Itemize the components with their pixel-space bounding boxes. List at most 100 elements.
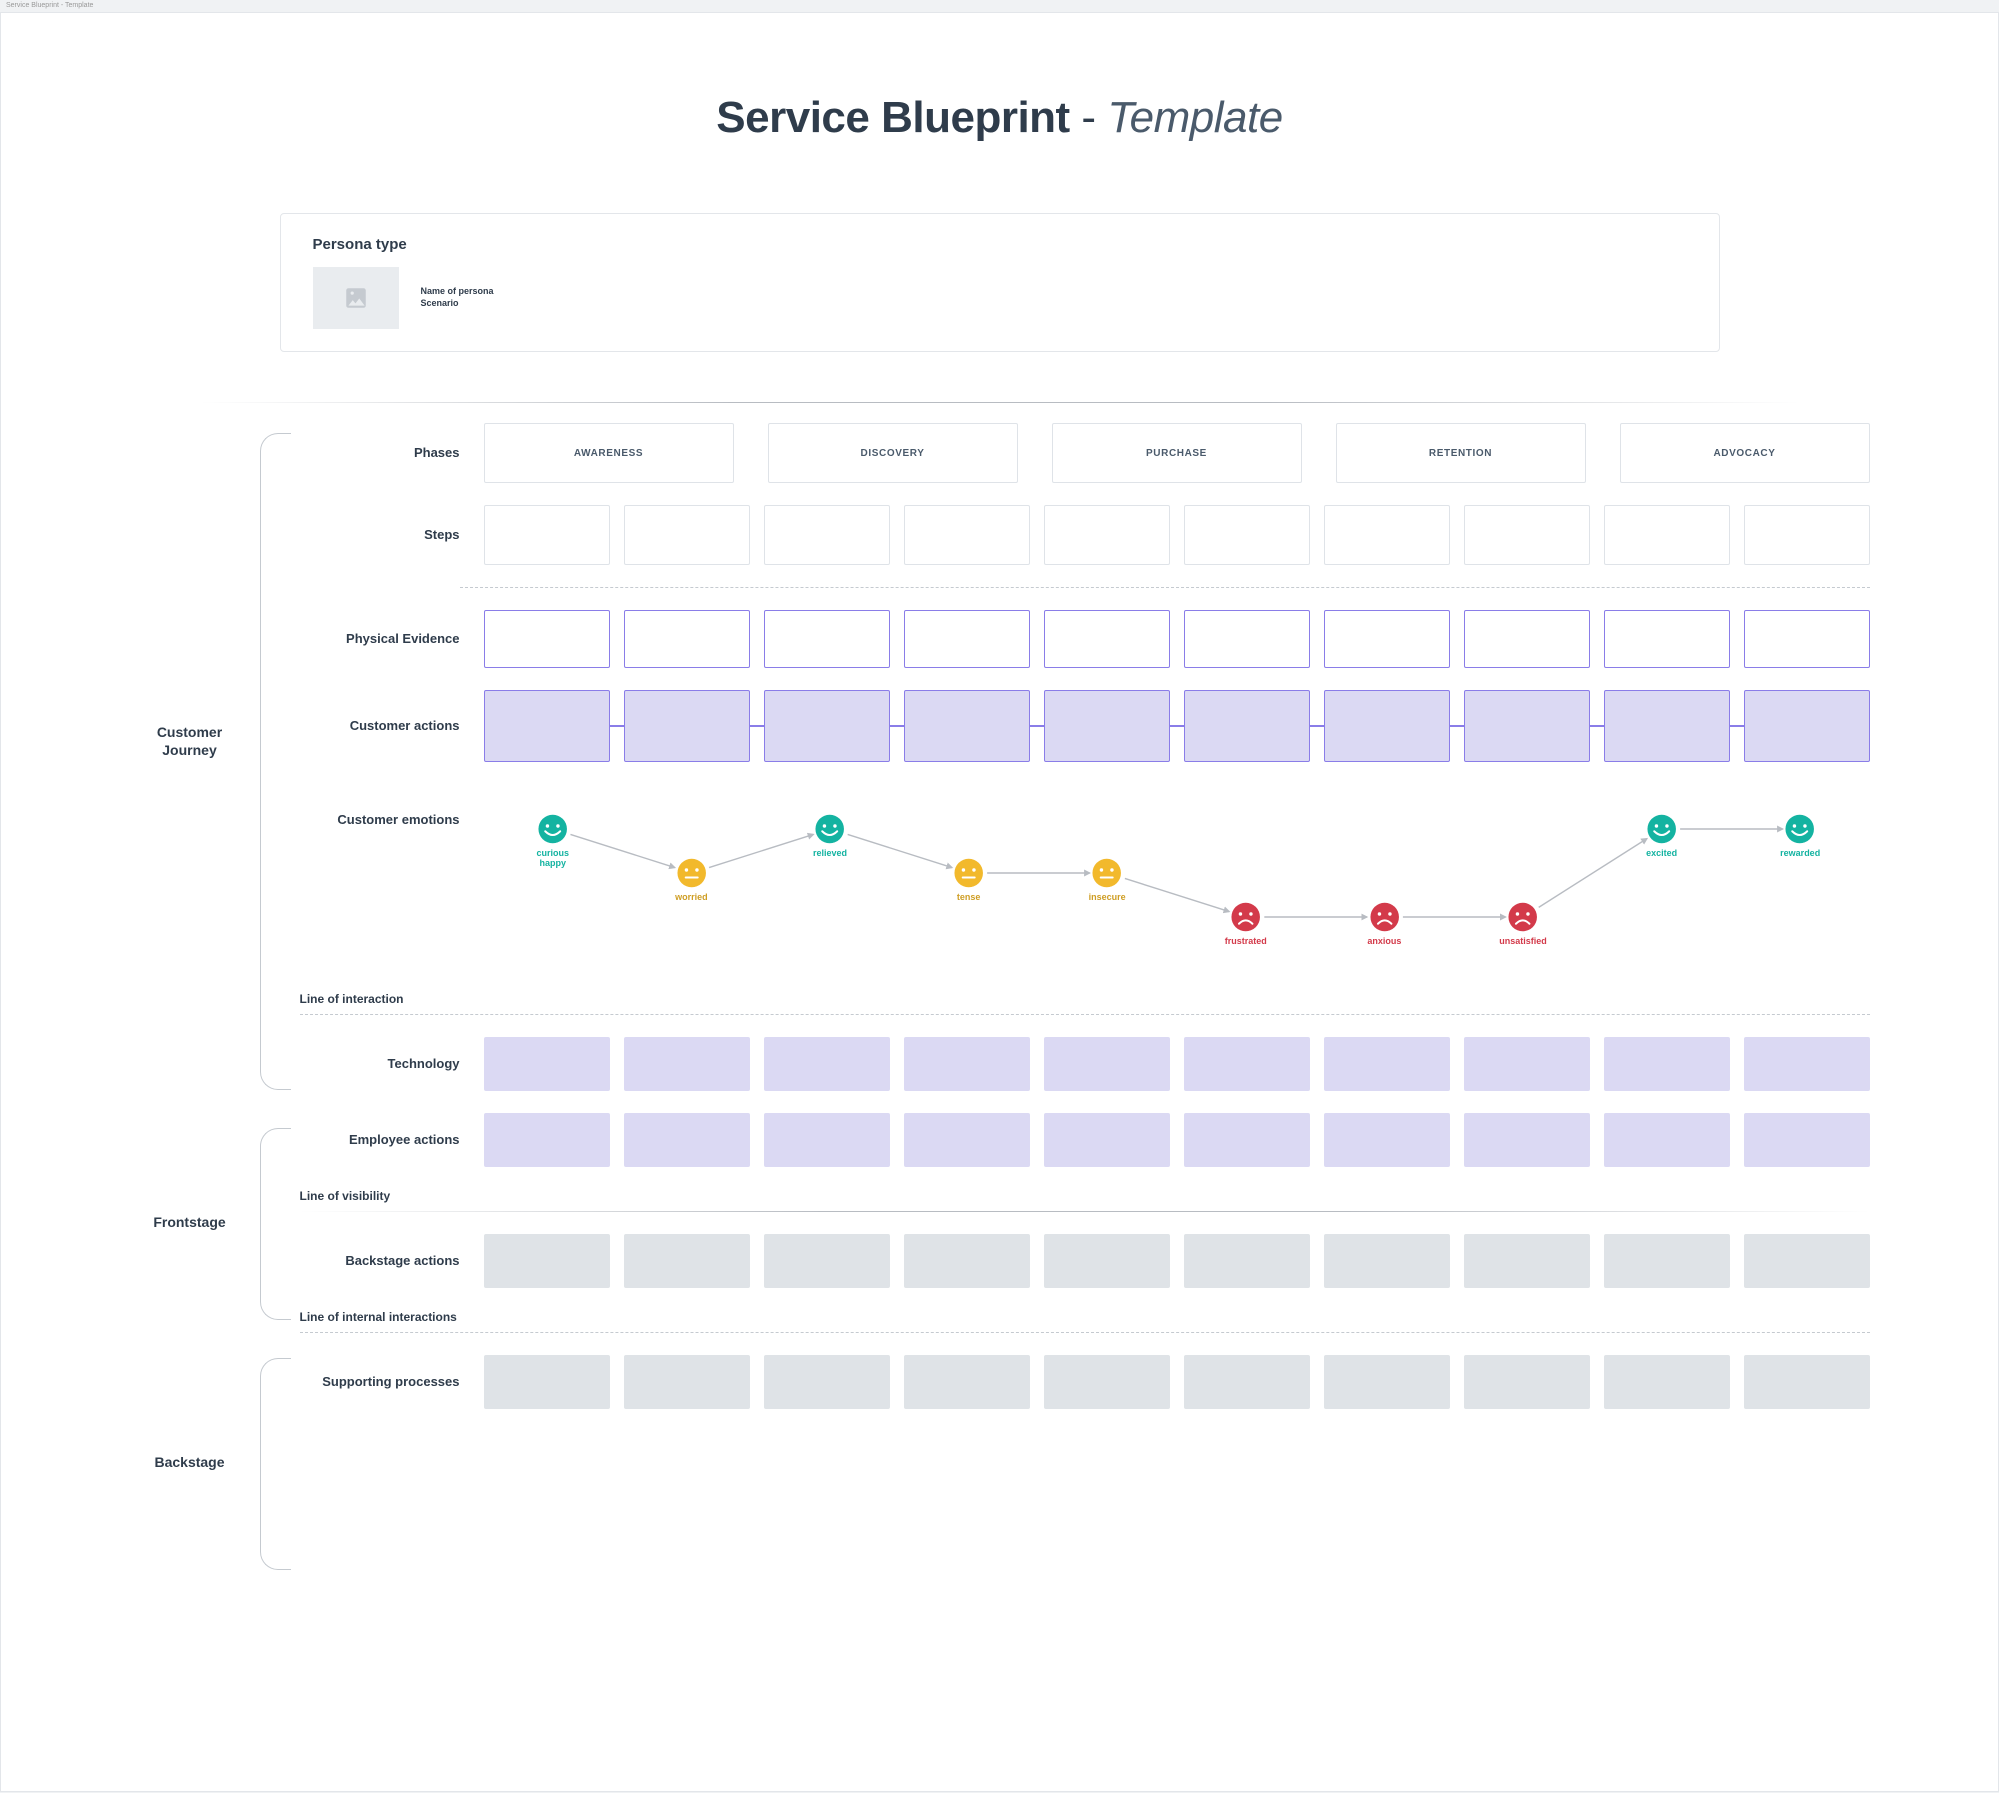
action-cell xyxy=(1464,690,1590,762)
emotion-point: frustrated xyxy=(1177,902,1316,946)
evidence-cell xyxy=(624,610,750,668)
row-actions: Customer actions xyxy=(300,690,1870,762)
support-cell xyxy=(1184,1355,1310,1409)
step-cell xyxy=(1324,505,1450,565)
support-cell xyxy=(484,1355,610,1409)
happy-face-icon xyxy=(1785,814,1815,844)
action-cells xyxy=(484,690,1870,762)
sad-face-icon xyxy=(1508,902,1538,932)
back-cell xyxy=(1044,1234,1170,1288)
emotion-point: insecure xyxy=(1038,858,1177,902)
phase-cell: RETENTION xyxy=(1336,423,1586,483)
blueprint-grid: Customer Journey Frontstage Backstage Ph… xyxy=(130,423,1870,1409)
back-cell xyxy=(1744,1234,1870,1288)
step-cell xyxy=(484,505,610,565)
dotted-line-internal xyxy=(300,1332,1870,1333)
emotion-label: insecure xyxy=(1038,892,1177,902)
technology-cells xyxy=(484,1037,1870,1091)
emotion-label: frustrated xyxy=(1177,936,1316,946)
evidence-cells xyxy=(484,610,1870,668)
phase-cell: ADVOCACY xyxy=(1620,423,1870,483)
bracket-frontstage xyxy=(260,1128,291,1320)
emp-cell xyxy=(764,1113,890,1167)
action-cell xyxy=(1604,690,1730,762)
action-connector xyxy=(1170,725,1184,727)
back-cell xyxy=(1184,1234,1310,1288)
back-cell xyxy=(484,1234,610,1288)
back-cell xyxy=(1324,1234,1450,1288)
emp-cell xyxy=(1044,1113,1170,1167)
emotion-label: tense xyxy=(899,892,1038,902)
emotion-label: rewarded xyxy=(1731,848,1870,858)
step-cell xyxy=(624,505,750,565)
sad-face-icon xyxy=(1231,902,1261,932)
row-support: Supporting processes xyxy=(300,1355,1870,1409)
solid-line-visibility xyxy=(300,1211,1870,1212)
emotions-wrap: curioushappy worried relieved tense inse… xyxy=(484,792,1870,952)
action-connector xyxy=(1450,725,1464,727)
title-italic: Template xyxy=(1107,93,1282,142)
step-cell xyxy=(1604,505,1730,565)
happy-face-icon xyxy=(538,814,568,844)
section-label-journey: Customer Journey xyxy=(130,723,250,759)
neutral-face-icon xyxy=(954,858,984,888)
action-connector xyxy=(1030,725,1044,727)
support-cell xyxy=(1324,1355,1450,1409)
action-connector xyxy=(1590,725,1604,727)
section-label-frontstage: Frontstage xyxy=(130,1213,250,1231)
support-cell xyxy=(1464,1355,1590,1409)
row-label-support: Supporting processes xyxy=(300,1374,484,1391)
support-cell xyxy=(904,1355,1030,1409)
emp-cell xyxy=(1604,1113,1730,1167)
row-label-steps: Steps xyxy=(300,527,484,544)
emp-cell xyxy=(1184,1113,1310,1167)
emp-cell xyxy=(1324,1113,1450,1167)
phase-cell: PURCHASE xyxy=(1052,423,1302,483)
action-cell xyxy=(1324,690,1450,762)
evidence-cell xyxy=(1604,610,1730,668)
action-connector xyxy=(750,725,764,727)
tech-cell xyxy=(624,1037,750,1091)
back-cell xyxy=(624,1234,750,1288)
emotion-point: curioushappy xyxy=(484,814,623,869)
line-label-visibility: Line of visibility xyxy=(300,1189,391,1203)
evidence-cell xyxy=(1324,610,1450,668)
persona-card: Persona type Name of persona Scenario xyxy=(280,213,1720,352)
emotion-label: anxious xyxy=(1315,936,1454,946)
persona-scenario: Scenario xyxy=(421,298,494,310)
action-connector xyxy=(610,725,624,727)
tech-cell xyxy=(1464,1037,1590,1091)
tech-cell xyxy=(764,1037,890,1091)
emotion-point: anxious xyxy=(1315,902,1454,946)
back-cell xyxy=(1604,1234,1730,1288)
dotted-line-interaction xyxy=(300,1014,1870,1015)
step-cell xyxy=(1184,505,1310,565)
tech-cell xyxy=(904,1037,1030,1091)
happy-face-icon xyxy=(815,814,845,844)
action-connector xyxy=(1310,725,1324,727)
dotted-line-1 xyxy=(460,587,1870,588)
support-cell xyxy=(764,1355,890,1409)
emotion-label: relieved xyxy=(761,848,900,858)
title-sep: - xyxy=(1070,93,1108,142)
row-employee: Employee actions xyxy=(300,1113,1870,1167)
back-cell xyxy=(764,1234,890,1288)
emotion-label: excited xyxy=(1592,848,1731,858)
steps-cells xyxy=(484,505,1870,565)
row-emotions: Customer emotions curioushappy worried r… xyxy=(300,792,1870,952)
evidence-cell xyxy=(764,610,890,668)
emp-cell xyxy=(1744,1113,1870,1167)
page-canvas: Service Blueprint - Template Persona typ… xyxy=(0,12,1999,1792)
evidence-cell xyxy=(1044,610,1170,668)
row-label-backstage: Backstage actions xyxy=(300,1253,484,1270)
emotion-label: worried xyxy=(622,892,761,902)
row-label-evidence: Physical Evidence xyxy=(300,631,484,648)
evidence-cell xyxy=(1744,610,1870,668)
phase-cell: AWARENESS xyxy=(484,423,734,483)
support-cell xyxy=(1604,1355,1730,1409)
action-cell xyxy=(1744,690,1870,762)
action-cell xyxy=(484,690,610,762)
tech-cell xyxy=(1044,1037,1170,1091)
emotion-point: excited xyxy=(1592,814,1731,858)
evidence-cell xyxy=(1184,610,1310,668)
